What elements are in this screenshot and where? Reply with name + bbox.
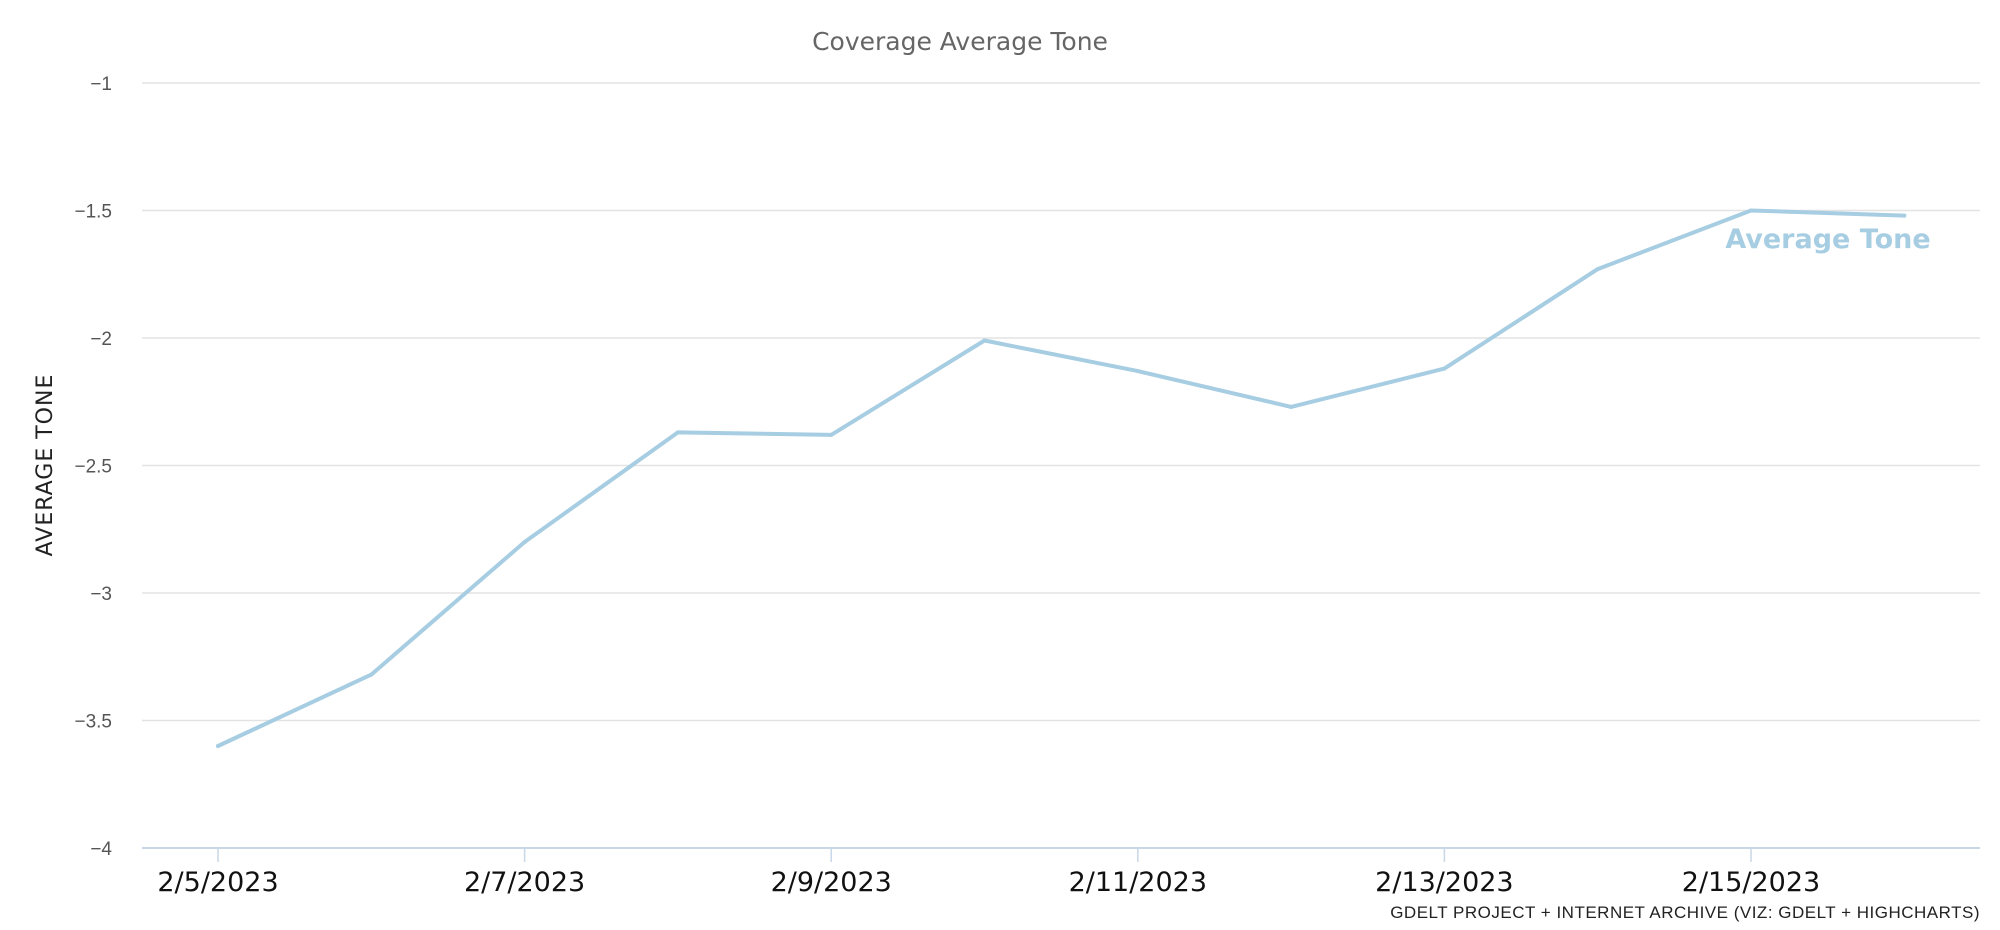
y-tick-label: −1.5 [74,202,112,223]
series-label: Average Tone [1725,224,1930,255]
data-point [675,430,680,435]
x-tick-label: 2/15/2023 [1682,867,1820,898]
series-line [216,208,1907,748]
x-tick-label: 2/13/2023 [1375,867,1513,898]
x-axis-ticks: 2/5/2023 2/7/2023 2/9/2023 2/11/2023 2/13/20… [157,848,1820,898]
data-point [1749,208,1753,213]
data-point [1135,369,1140,374]
data-point [1442,366,1447,371]
data-point [1902,213,1907,218]
chart-credits: GDELT PROJECT + INTERNET ARCHIVE (VIZ: G… [1390,903,1980,922]
x-tick-label: 2/5/2023 [157,867,278,898]
y-axis-ticks: −1 −1.5 −2 −2.5 −3 −3.5 −4 [74,74,112,860]
y-tick-label: −3 [90,584,112,605]
grid-lines [142,82,1980,722]
series-lines [216,208,1907,748]
x-tick-label: 2/11/2023 [1069,867,1207,898]
data-point [369,672,374,677]
y-tick-label: −4 [90,839,112,860]
data-point [1289,404,1294,409]
y-tick-label: −1 [90,74,112,95]
y-tick-label: −3.5 [74,712,112,733]
data-point [522,540,527,544]
data-point [216,744,220,748]
chart-title: Coverage Average Tone [812,27,1108,56]
y-tick-label: −2 [90,329,112,350]
y-axis-label: AVERAGE TONE [33,374,58,557]
y-tick-label: −2.5 [74,457,112,478]
data-point [1595,267,1600,272]
data-point [829,432,834,437]
x-tick-label: 2/9/2023 [771,867,892,898]
data-point [982,338,987,343]
x-tick-label: 2/7/2023 [464,867,585,898]
